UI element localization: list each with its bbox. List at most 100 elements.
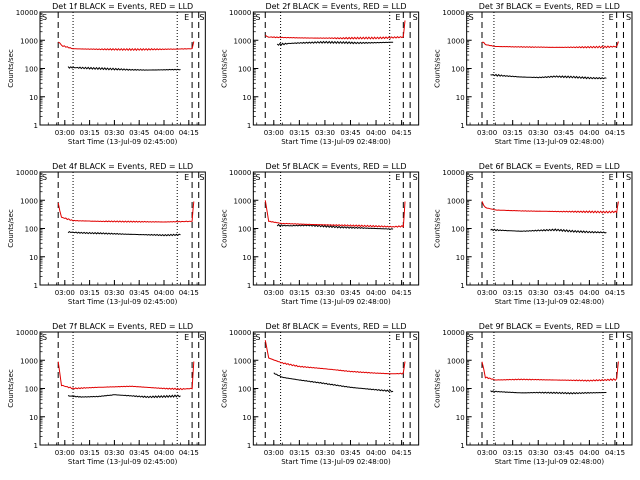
x-tick-label: 03:30 bbox=[528, 129, 548, 137]
y-tick-label: 10 bbox=[29, 254, 38, 262]
x-axis-label: Start Time (13-Jul-09 02:48:00) bbox=[495, 458, 605, 466]
start-right-marker-label: S bbox=[199, 13, 204, 22]
start-marker-label: S bbox=[42, 13, 47, 22]
y-tick-label: 10000 bbox=[442, 169, 464, 177]
y-axis-label: Counts/sec bbox=[434, 369, 442, 408]
x-tick-label: 03:00 bbox=[264, 129, 284, 137]
x-axis-label: Start Time (13-Jul-09 02:48:00) bbox=[281, 138, 391, 146]
y-tick-label: 100 bbox=[238, 386, 251, 394]
x-axis-label: Start Time (13-Jul-09 02:48:00) bbox=[281, 298, 391, 306]
x-tick-label: 04:00 bbox=[366, 449, 386, 457]
y-axis-label: Counts/sec bbox=[434, 209, 442, 248]
x-tick-label: 04:15 bbox=[605, 129, 625, 137]
x-tick-label: 03:30 bbox=[315, 289, 335, 297]
x-tick-label: 04:00 bbox=[579, 449, 599, 457]
lld-series-line bbox=[265, 20, 406, 40]
y-axis-label: Counts/sec bbox=[7, 209, 15, 248]
x-tick-label: 03:45 bbox=[129, 449, 149, 457]
x-tick-label: 04:15 bbox=[605, 289, 625, 297]
end-marker-label: E bbox=[609, 173, 614, 182]
y-tick-label: 10 bbox=[29, 94, 38, 102]
chart-title: Det 5f BLACK = Events, RED = LLD bbox=[265, 162, 406, 171]
events-series-line bbox=[490, 390, 607, 395]
x-tick-label: 03:45 bbox=[554, 449, 574, 457]
y-tick-label: 1 bbox=[247, 122, 251, 130]
y-tick-label: 100 bbox=[451, 226, 464, 234]
y-axis-label: Counts/sec bbox=[434, 49, 442, 88]
y-tick-label: 100 bbox=[238, 66, 251, 74]
y-tick-label: 100 bbox=[451, 386, 464, 394]
x-tick-label: 03:15 bbox=[503, 289, 523, 297]
x-tick-label: 03:15 bbox=[289, 449, 309, 457]
chart-title: Det 2f BLACK = Events, RED = LLD bbox=[265, 2, 406, 11]
events-series-line bbox=[67, 230, 181, 237]
lld-series-line bbox=[57, 361, 195, 391]
y-tick-label: 1 bbox=[460, 442, 464, 450]
x-tick-label: 03:45 bbox=[129, 129, 149, 137]
x-tick-label: 03:15 bbox=[503, 449, 523, 457]
y-tick-label: 10 bbox=[456, 414, 465, 422]
y-axis-label: Counts/sec bbox=[7, 369, 15, 408]
y-axis-label: Counts/sec bbox=[220, 369, 228, 408]
y-tick-label: 10 bbox=[242, 414, 251, 422]
y-tick-label: 1 bbox=[247, 282, 251, 290]
x-tick-label: 04:15 bbox=[392, 129, 412, 137]
y-tick-label: 10000 bbox=[442, 329, 464, 337]
end-marker-label: E bbox=[184, 173, 189, 182]
start-marker-label: S bbox=[255, 173, 260, 182]
plot-frame bbox=[466, 331, 633, 446]
end-marker-label: E bbox=[184, 13, 189, 22]
lld-series-line bbox=[481, 201, 619, 214]
x-tick-label: 03:00 bbox=[264, 289, 284, 297]
y-tick-label: 1000 bbox=[234, 197, 252, 205]
chart-panel-8: Det 8f BLACK = Events, RED = LLD 1 10 100 10… bbox=[220, 322, 420, 466]
y-tick-label: 1000 bbox=[20, 197, 38, 205]
events-series-line bbox=[276, 40, 394, 46]
y-tick-label: 10000 bbox=[229, 9, 251, 17]
y-tick-label: 10 bbox=[242, 254, 251, 262]
chart-panel-2: Det 2f BLACK = Events, RED = LLD 1 10 100 10… bbox=[220, 2, 420, 146]
start-right-marker-label: S bbox=[626, 173, 631, 182]
x-tick-label: 03:45 bbox=[554, 129, 574, 137]
end-marker-label: E bbox=[395, 13, 400, 22]
y-tick-label: 10000 bbox=[16, 329, 38, 337]
x-tick-label: 04:15 bbox=[605, 449, 625, 457]
y-tick-label: 10 bbox=[29, 414, 38, 422]
y-tick-label: 1000 bbox=[20, 357, 38, 365]
y-tick-label: 100 bbox=[238, 226, 251, 234]
y-tick-label: 10 bbox=[456, 94, 465, 102]
x-tick-label: 03:45 bbox=[340, 129, 360, 137]
x-axis-label: Start Time (13-Jul-09 02:45:00) bbox=[68, 298, 178, 306]
start-right-marker-label: S bbox=[199, 173, 204, 182]
start-right-marker-label: S bbox=[413, 13, 418, 22]
start-marker-label: S bbox=[469, 173, 474, 182]
x-tick-label: 03:15 bbox=[289, 289, 309, 297]
x-tick-label: 03:15 bbox=[80, 289, 100, 297]
end-marker-label: E bbox=[609, 333, 614, 342]
x-tick-label: 03:00 bbox=[477, 129, 497, 137]
x-axis-label: Start Time (13-Jul-09 02:48:00) bbox=[495, 298, 605, 306]
events-series-line bbox=[490, 73, 607, 80]
chart-title: Det 6f BLACK = Events, RED = LLD bbox=[479, 162, 620, 171]
chart-title: Det 4f BLACK = Events, RED = LLD bbox=[52, 162, 193, 171]
y-tick-label: 1 bbox=[460, 122, 464, 130]
events-series-line bbox=[490, 228, 607, 234]
y-axis-label: Counts/sec bbox=[220, 209, 228, 248]
x-tick-label: 04:15 bbox=[392, 449, 412, 457]
events-series-line bbox=[273, 372, 394, 393]
y-tick-label: 1000 bbox=[447, 197, 465, 205]
start-marker-label: S bbox=[255, 333, 260, 342]
x-axis-label: Start Time (13-Jul-09 02:48:00) bbox=[495, 138, 605, 146]
end-marker-label: E bbox=[395, 333, 400, 342]
x-tick-label: 03:30 bbox=[104, 289, 124, 297]
y-tick-label: 1 bbox=[460, 282, 464, 290]
lld-series-line bbox=[57, 41, 195, 52]
x-tick-label: 03:00 bbox=[264, 449, 284, 457]
y-tick-label: 1 bbox=[34, 442, 38, 450]
x-tick-label: 03:45 bbox=[129, 289, 149, 297]
y-tick-label: 100 bbox=[25, 226, 38, 234]
x-tick-label: 04:15 bbox=[179, 129, 199, 137]
chart-panel-1: Det 1f BLACK = Events, RED = LLD 1 10 100 10… bbox=[7, 2, 206, 146]
start-right-marker-label: S bbox=[413, 333, 418, 342]
